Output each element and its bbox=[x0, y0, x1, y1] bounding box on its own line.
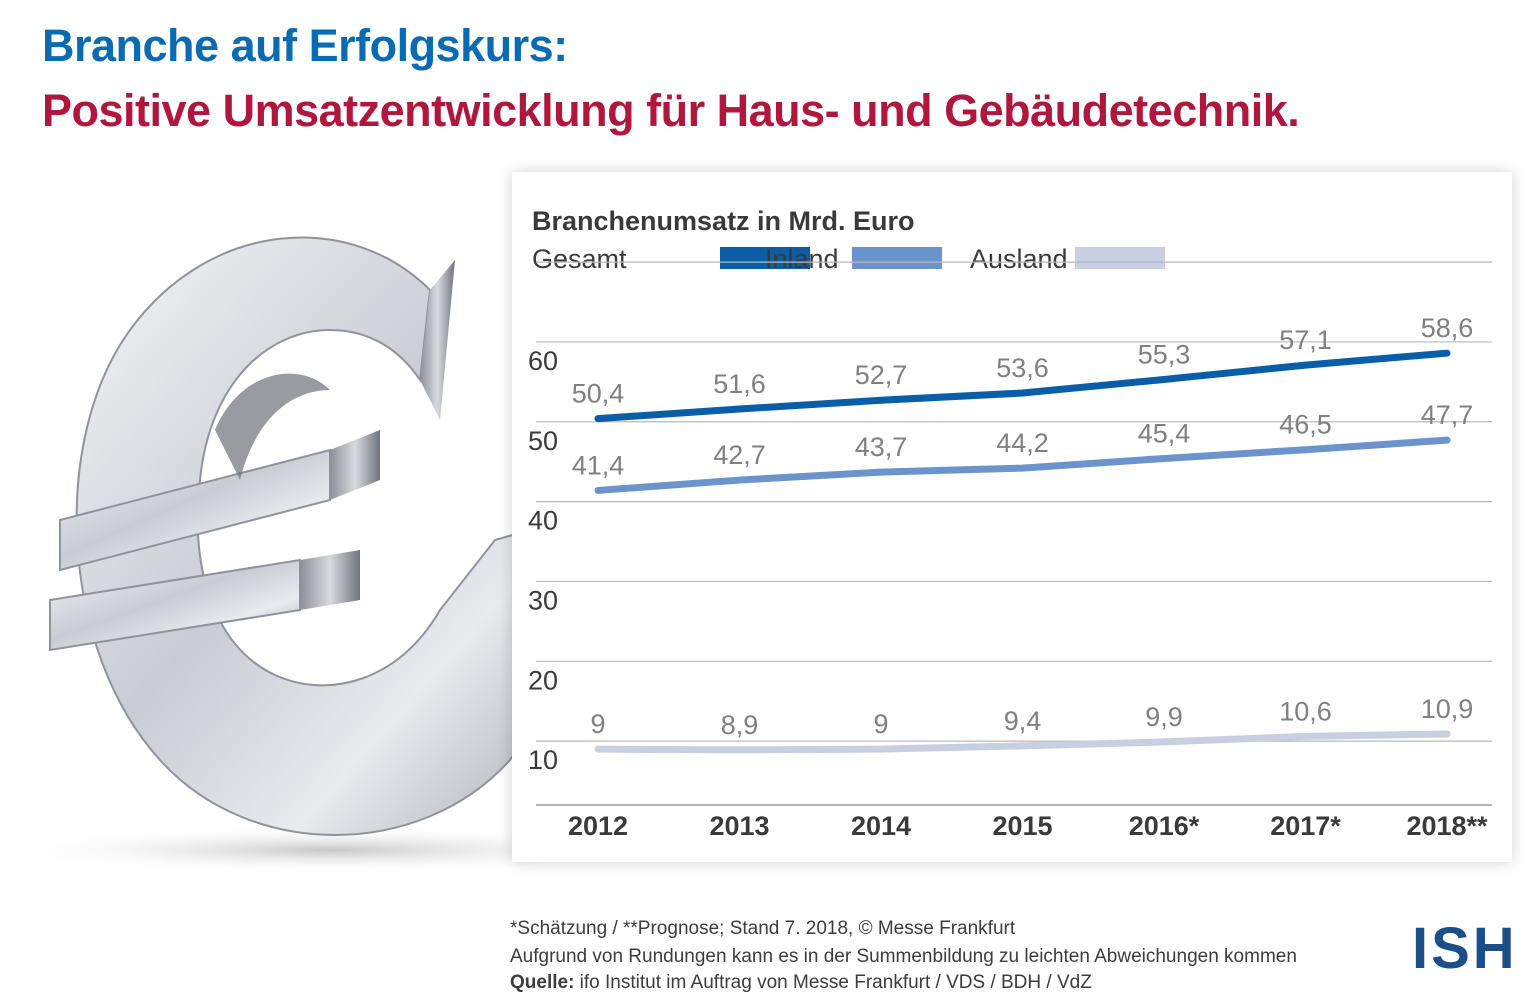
data-label: 45,4 bbox=[1138, 419, 1191, 449]
y-tick-label: 60 bbox=[528, 346, 558, 376]
chart-title: Branchenumsatz in Mrd. Euro bbox=[532, 206, 915, 236]
data-label: 52,7 bbox=[855, 360, 908, 390]
source-label: Quelle: bbox=[510, 972, 575, 993]
x-axis-ticks: 2012 2013 2014 2015 2016* 2017* 2018** bbox=[568, 811, 1488, 841]
data-label: 47,7 bbox=[1421, 400, 1474, 430]
footnote-source: Quelle: ifo Institut im Auftrag von Mess… bbox=[510, 972, 1092, 994]
data-label: 58,6 bbox=[1421, 313, 1474, 343]
x-tick-label: 2013 bbox=[709, 811, 769, 841]
title-line-2: Positive Umsatzentwicklung für Haus- und… bbox=[42, 85, 1300, 136]
series-line-inland bbox=[594, 436, 1451, 494]
x-tick-label: 2018** bbox=[1406, 811, 1488, 841]
legend-swatch-inland bbox=[852, 247, 942, 269]
data-label: 55,3 bbox=[1138, 339, 1191, 369]
legend-swatch-ausland bbox=[1075, 247, 1165, 269]
x-tick-label: 2017* bbox=[1270, 811, 1341, 841]
legend-label-inland: Inland bbox=[765, 244, 839, 274]
series-line-gesamt bbox=[594, 349, 1451, 423]
legend: Gesamt Inland Ausland bbox=[532, 244, 1165, 274]
data-label: 10,9 bbox=[1421, 694, 1474, 724]
ish-logo: ISH bbox=[1412, 916, 1518, 981]
line-chart: Branchenumsatz in Mrd. Euro Gesamt Inland… bbox=[528, 206, 1492, 841]
series-lines bbox=[594, 349, 1451, 754]
y-tick-label: 20 bbox=[528, 665, 558, 695]
legend-swatch-gesamt bbox=[720, 247, 810, 269]
data-labels: 50,4 51,6 52,7 53,6 55,3 57,1 58,6 41,4 42,7 43,7… bbox=[572, 313, 1474, 740]
x-tick-label: 2014 bbox=[851, 811, 911, 841]
data-label: 50,4 bbox=[572, 379, 625, 409]
data-label: 43,7 bbox=[855, 432, 908, 462]
data-label: 9 bbox=[873, 709, 888, 739]
legend-label-ausland: Ausland bbox=[970, 244, 1068, 274]
x-tick-label: 2012 bbox=[568, 811, 628, 841]
title-line-1: Branche auf Erfolgskurs: bbox=[42, 20, 568, 71]
gridlines bbox=[536, 261, 1492, 806]
data-label: 8,9 bbox=[721, 710, 759, 740]
data-label: 53,6 bbox=[996, 353, 1049, 383]
data-label: 51,6 bbox=[713, 369, 766, 399]
y-tick-label: 30 bbox=[528, 585, 558, 615]
legend-label-gesamt: Gesamt bbox=[532, 244, 627, 274]
data-label: 9,9 bbox=[1145, 702, 1183, 732]
y-tick-label: 40 bbox=[528, 506, 558, 536]
data-label: 9,4 bbox=[1004, 706, 1042, 736]
data-label: 57,1 bbox=[1279, 325, 1332, 355]
data-label: 46,5 bbox=[1279, 410, 1332, 440]
source-text: ifo Institut im Auftrag von Messe Frankf… bbox=[574, 972, 1092, 993]
data-label: 41,4 bbox=[572, 450, 625, 480]
x-tick-label: 2015 bbox=[992, 811, 1052, 841]
data-label: 10,6 bbox=[1279, 696, 1332, 726]
series-line-ausland bbox=[594, 730, 1451, 754]
footnote-estimate: *Schätzung / **Prognose; Stand 7. 2018, … bbox=[510, 918, 1016, 939]
x-tick-label: 2016* bbox=[1129, 811, 1200, 841]
data-label: 42,7 bbox=[713, 440, 766, 470]
y-axis-ticks: 10 20 30 40 50 60 bbox=[528, 346, 558, 775]
y-tick-label: 10 bbox=[528, 745, 558, 775]
data-label: 44,2 bbox=[996, 428, 1049, 458]
data-label: 9 bbox=[590, 709, 605, 739]
y-tick-label: 50 bbox=[528, 426, 558, 456]
chart-panel: Branchenumsatz in Mrd. Euro Gesamt Inland… bbox=[512, 172, 1512, 862]
footnote-rounding: Aufgrund von Rundungen kann es in der Su… bbox=[510, 946, 1297, 967]
